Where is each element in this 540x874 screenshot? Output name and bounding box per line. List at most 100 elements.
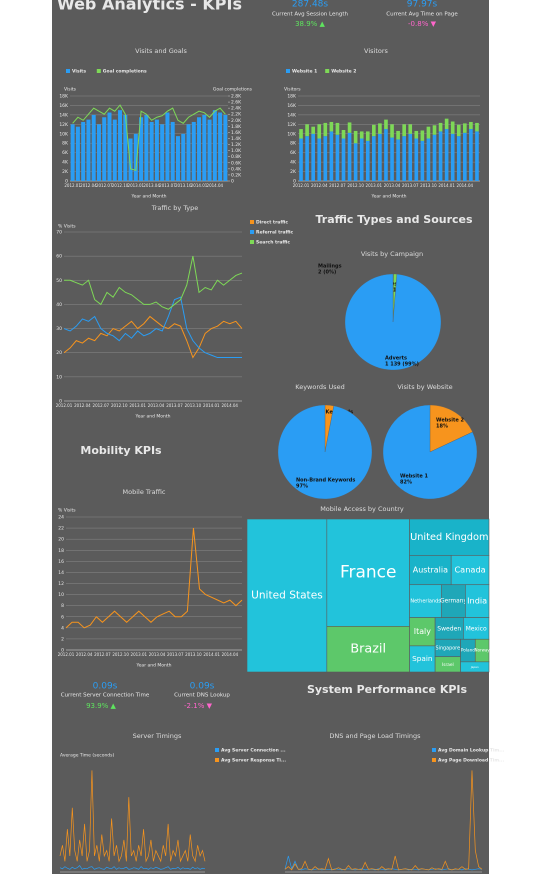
chart-title: Mobile Access by Country — [320, 505, 404, 513]
bar-segment — [353, 143, 358, 181]
legend-label: Search traffic — [256, 240, 290, 246]
bar-segment — [299, 129, 303, 139]
kpi-label: Current Server Connection Time — [61, 693, 150, 699]
y-tick-label: 2K — [290, 169, 297, 175]
x-tick-label: 2012.07 — [96, 183, 113, 188]
y2-tick-label: 2.2K — [231, 112, 242, 118]
y-tick-label: 8K — [290, 141, 297, 147]
y-axis-title: % Visits — [58, 508, 76, 514]
chart-title: Server Timings — [133, 732, 182, 740]
legend-swatch — [66, 69, 70, 73]
y-tick-label: 20 — [58, 537, 64, 543]
legend-label: Goal completions — [103, 69, 147, 75]
y2-tick-label: 1.6K — [231, 130, 242, 136]
bar-segment — [359, 138, 364, 181]
y-tick-label: 14 — [58, 570, 64, 576]
legend-swatch — [215, 748, 219, 752]
tile-label: Singapore — [436, 645, 461, 651]
x-tick-label: 2014.04 — [457, 183, 474, 188]
bar — [212, 110, 217, 181]
y2-tick-label: 0.8K — [231, 154, 242, 160]
y2-tick-label: 0.4K — [231, 166, 242, 172]
kpi-label: Current Avg Session Length — [272, 12, 349, 18]
kpi-label: Current DNS Lookup — [174, 693, 230, 699]
x-tick-label: 2013.04 — [149, 652, 166, 657]
y-tick-label: 18K — [59, 94, 69, 100]
legend-swatch — [250, 220, 254, 224]
y-tick-label: 20 — [56, 350, 62, 356]
y-tick-label: 40 — [56, 302, 62, 308]
slice-label: Website 2 — [436, 418, 465, 424]
legend-swatch — [96, 69, 101, 73]
kpi-value: 0.09s — [93, 682, 118, 692]
y-tick-label: 14K — [287, 112, 297, 118]
y-tick-label: 10 — [56, 374, 62, 380]
tile-label: United States — [251, 590, 323, 602]
x-tick-label: 2014.01 — [203, 403, 220, 408]
tile-label: Japan — [470, 665, 479, 669]
chart-title: Visits by Campaign — [361, 250, 423, 258]
x-tick-label: 2012.10 — [112, 183, 129, 188]
y-tick-label: 2 — [61, 636, 64, 642]
bar — [139, 117, 144, 181]
x-tick-label: 2013.04 — [384, 183, 401, 188]
bar — [123, 114, 128, 181]
x-tick-label: 2013.07 — [159, 183, 176, 188]
y-tick-label: 16K — [287, 103, 297, 109]
bar — [75, 126, 80, 181]
y-axis-title: Average Time (seconds) — [60, 753, 115, 759]
x-tick-label: 2012.01 — [64, 183, 81, 188]
kpi-value: 287.48s — [292, 0, 328, 10]
section-heading: Mobility KPIs — [80, 444, 162, 457]
y-tick-label: 16K — [59, 103, 69, 109]
y-tick-label: 8 — [61, 603, 64, 609]
y-tick-label: 0 — [293, 179, 296, 185]
y-tick-label: 6 — [61, 614, 64, 620]
x-tick-label: 2013.01 — [131, 652, 148, 657]
y-tick-label: 30 — [56, 326, 62, 332]
tile-label: Norway — [475, 648, 491, 653]
slice-value-label: 97% — [296, 484, 308, 490]
bar-segment — [384, 119, 388, 130]
slice-value-label: 2 (0%) — [318, 270, 336, 276]
x-tick-label: 2012.04 — [74, 403, 91, 408]
legend-label: Avg Page Download Tim... — [438, 758, 504, 764]
bar-segment — [323, 136, 328, 181]
bar — [181, 133, 186, 181]
bar — [207, 119, 212, 181]
kpi-value: 0.09s — [190, 682, 215, 692]
bar — [144, 114, 149, 181]
bar — [149, 121, 154, 181]
tile-label: Netherlands — [410, 599, 441, 605]
bar — [70, 124, 75, 181]
x-tick-label: 2014.01 — [438, 183, 455, 188]
x-tick-label: 2013.01 — [366, 183, 383, 188]
pie-slice — [344, 273, 442, 371]
x-tick-label: 2013.01 — [129, 403, 146, 408]
bar-segment — [347, 122, 352, 133]
y-tick-label: 10K — [59, 131, 69, 137]
bar — [165, 112, 170, 181]
y-tick-label: 4K — [62, 160, 69, 166]
treemap-tile — [409, 518, 490, 556]
x-tick-label: 2012.01 — [58, 652, 75, 657]
y-tick-label: 16 — [58, 559, 64, 565]
bar-segment — [378, 123, 382, 134]
y2-tick-label: 2.6K — [231, 100, 242, 106]
y2-tick-label: 2.8K — [231, 94, 242, 100]
bar — [102, 117, 107, 181]
y-axis-title: % Visits — [58, 224, 76, 230]
tile-label: United Kingdom — [410, 532, 488, 543]
tile-label: Mexico — [466, 625, 487, 632]
x-tick-label: 2012.10 — [111, 403, 128, 408]
y-tick-label: 14K — [59, 112, 69, 118]
x-tick-label: 2013.10 — [420, 183, 437, 188]
bar-segment — [426, 138, 431, 181]
legend-label: Direct traffic — [256, 220, 288, 226]
y-tick-label: 12K — [59, 122, 69, 128]
bar-segment — [335, 122, 340, 135]
bar — [160, 124, 165, 181]
bar-segment — [475, 122, 479, 132]
x-tick-label: 2013.04 — [143, 183, 160, 188]
